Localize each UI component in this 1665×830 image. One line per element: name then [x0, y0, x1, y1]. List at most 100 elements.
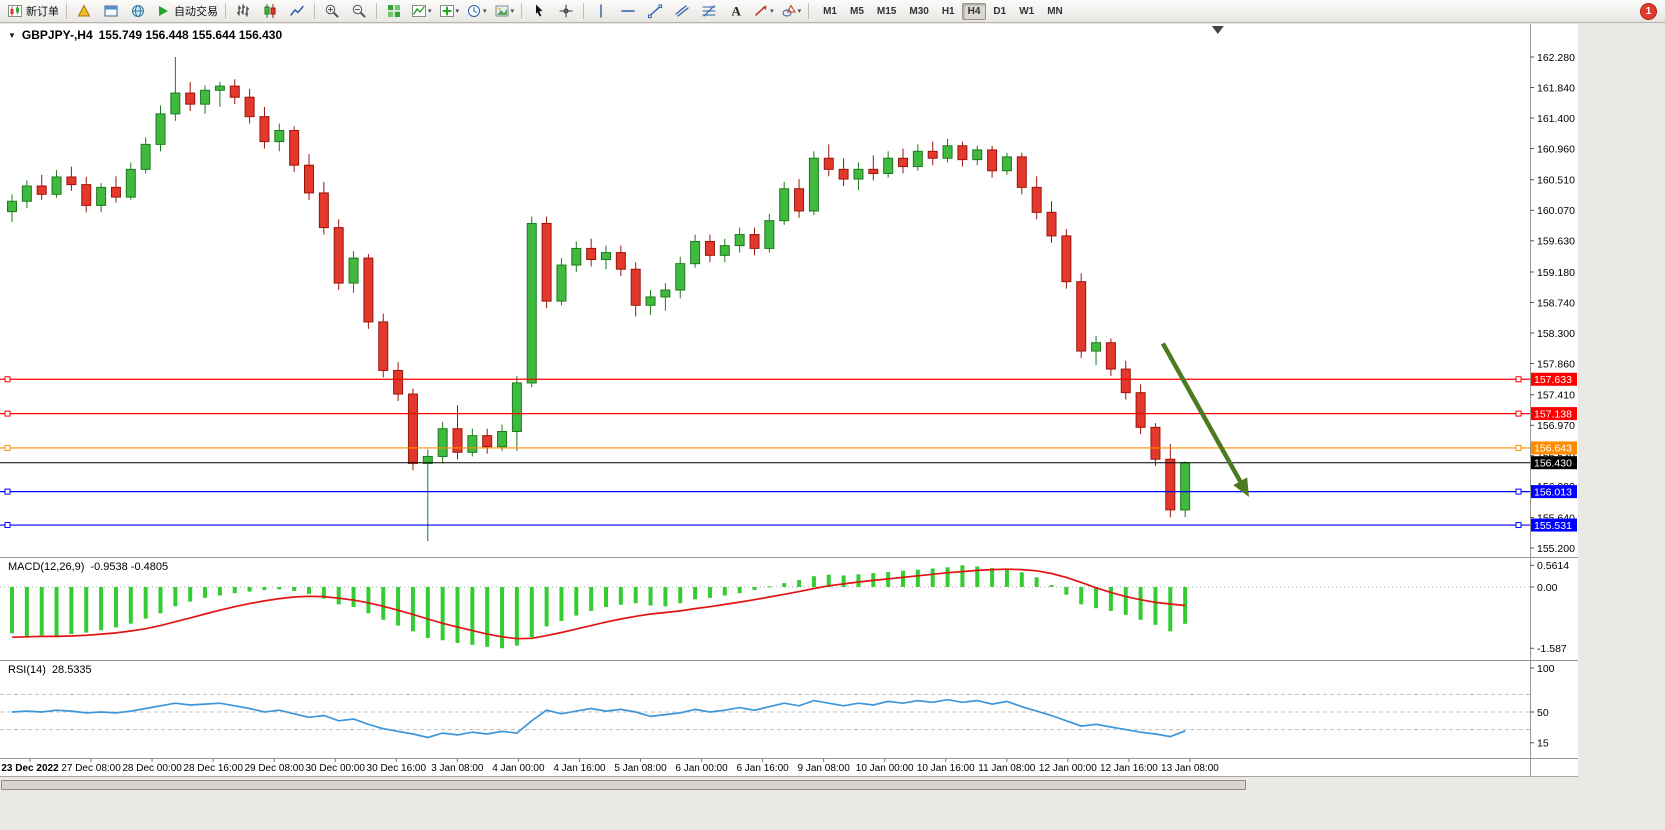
- new-order-button[interactable]: 新订单: [4, 1, 62, 22]
- candle: [110, 186, 121, 198]
- candle: [675, 263, 686, 291]
- zoom-in-icon: [324, 3, 340, 19]
- timeframe-h4-button[interactable]: H4: [961, 2, 987, 20]
- support-line-2-tag: 155.531: [1531, 518, 1577, 532]
- candle: [200, 89, 211, 105]
- trendline-button[interactable]: [642, 1, 668, 22]
- candle: [333, 227, 344, 284]
- plus-chart-icon: [439, 3, 455, 19]
- macd-scale-label: 0.00: [1537, 582, 1558, 594]
- cursor-button[interactable]: [526, 1, 552, 22]
- notification-badge[interactable]: 1: [1640, 3, 1657, 20]
- candle: [660, 289, 671, 298]
- price-axis[interactable]: [1530, 24, 1578, 776]
- macd-pane-title: MACD(12,26,9) -0.9538 -0.4805: [8, 561, 168, 573]
- templates-button[interactable]: ▾: [491, 1, 518, 22]
- trend-arrow-annotation[interactable]: [1160, 342, 1249, 497]
- candle: [155, 113, 166, 145]
- resistance-line-1-tag: 157.633: [1531, 372, 1577, 386]
- time-axis[interactable]: [0, 759, 1530, 776]
- scrollbar-thumb[interactable]: [1, 780, 1246, 790]
- price-axis-label: 159.630: [1537, 236, 1575, 248]
- zoom-in-button[interactable]: [319, 1, 345, 22]
- channel-icon: [674, 3, 690, 19]
- text-label-button[interactable]: A: [723, 1, 749, 22]
- new-chart-button[interactable]: ▾: [436, 1, 463, 22]
- line-handle[interactable]: [1515, 444, 1522, 451]
- line-handle[interactable]: [4, 522, 11, 529]
- chart-shift-marker[interactable]: [1211, 26, 1224, 34]
- timeframe-d1-button[interactable]: D1: [993, 5, 1007, 17]
- candle: [274, 130, 285, 143]
- candlestick-chart-button[interactable]: [257, 1, 283, 22]
- line-chart-button[interactable]: [284, 1, 310, 22]
- line-handle[interactable]: [1515, 410, 1522, 417]
- shapes-button[interactable]: ▾: [778, 1, 805, 22]
- timeframe-m30-button[interactable]: M30: [909, 5, 929, 17]
- candle: [21, 185, 32, 202]
- line-handle[interactable]: [1515, 522, 1522, 529]
- crosshair-button[interactable]: [553, 1, 579, 22]
- resistance-line-2-tag: 157.138: [1531, 407, 1577, 420]
- bar-chart-button[interactable]: [230, 1, 256, 22]
- timeframe-h1-button[interactable]: H1: [941, 5, 955, 17]
- fibo-icon: [701, 3, 717, 19]
- candle: [36, 185, 47, 195]
- candle: [1061, 235, 1072, 283]
- channel-button[interactable]: [669, 1, 695, 22]
- timeframe-m5-button[interactable]: M5: [850, 5, 864, 17]
- resistance-line-2[interactable]: [0, 410, 1530, 417]
- candle: [1091, 342, 1102, 352]
- line-handle[interactable]: [4, 410, 11, 417]
- chart-plot-area[interactable]: [0, 26, 1530, 556]
- cursor-icon: [531, 3, 547, 19]
- timeframe-m15-button[interactable]: M15: [876, 5, 897, 17]
- time-axis-label: 9 Jan 08:00: [798, 763, 851, 774]
- periods-button[interactable]: ▾: [463, 1, 490, 22]
- toolbar-separator: [225, 3, 226, 19]
- candle: [140, 143, 151, 170]
- resistance-line-1[interactable]: [0, 376, 1530, 383]
- rsi-scale-label: 100: [1537, 663, 1555, 675]
- candle: [51, 176, 62, 195]
- metaeditor-button[interactable]: [71, 1, 97, 22]
- svg-text:156.643: 156.643: [1534, 443, 1572, 455]
- arrows-button[interactable]: ▾: [750, 1, 777, 22]
- candle: [526, 222, 537, 384]
- timeframe-m1-button[interactable]: M1: [823, 5, 837, 17]
- timeframe-mn-button[interactable]: MN: [1047, 5, 1063, 17]
- price-axis-label: 162.280: [1537, 52, 1575, 64]
- zoom-out-button[interactable]: [346, 1, 372, 22]
- candle: [81, 184, 92, 206]
- timeframe-w1-button[interactable]: W1: [1019, 5, 1035, 17]
- line-handle[interactable]: [4, 444, 11, 451]
- time-axis-label: 11 Jan 08:00: [978, 763, 1036, 774]
- candle: [437, 428, 448, 457]
- support-line-1[interactable]: [0, 488, 1530, 495]
- support-line-2[interactable]: [0, 522, 1530, 529]
- fibonacci-button[interactable]: [696, 1, 722, 22]
- rsi-pane-title: RSI(14) 28.5335: [8, 664, 92, 676]
- vertical-line-button[interactable]: [588, 1, 614, 22]
- time-axis-label: 29 Dec 08:00: [244, 763, 304, 774]
- line-handle[interactable]: [4, 488, 11, 495]
- data-window-button[interactable]: [98, 1, 124, 22]
- auto-trading-button[interactable]: 自动交易: [152, 1, 221, 22]
- tile-windows-button[interactable]: [381, 1, 407, 22]
- line-handle[interactable]: [4, 376, 11, 383]
- horizontal-scrollbar[interactable]: [0, 779, 1578, 790]
- line-handle[interactable]: [1515, 488, 1522, 495]
- line-handle[interactable]: [1515, 376, 1522, 383]
- horizontal-line-button[interactable]: [615, 1, 641, 22]
- indicator-icon: [411, 3, 427, 19]
- candle: [987, 149, 998, 172]
- candle: [244, 96, 255, 118]
- chart-dropdown-icon[interactable]: ▼: [8, 30, 16, 40]
- orange-level-line[interactable]: [0, 444, 1530, 451]
- time-axis-label: 30 Dec 16:00: [367, 763, 427, 774]
- community-button[interactable]: [125, 1, 151, 22]
- shapes-icon: [781, 3, 797, 19]
- indicators-button[interactable]: ▾: [408, 1, 435, 22]
- candle: [823, 157, 834, 170]
- support-line-1-tag: 156.013: [1531, 485, 1577, 498]
